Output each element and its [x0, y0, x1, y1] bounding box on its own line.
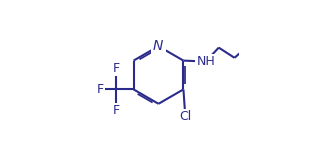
Text: F: F: [112, 104, 119, 117]
Text: Cl: Cl: [179, 110, 191, 123]
Text: F: F: [112, 61, 119, 75]
Text: $N$: $N$: [152, 39, 164, 53]
Text: F: F: [97, 83, 104, 96]
Text: NH: NH: [196, 55, 215, 68]
